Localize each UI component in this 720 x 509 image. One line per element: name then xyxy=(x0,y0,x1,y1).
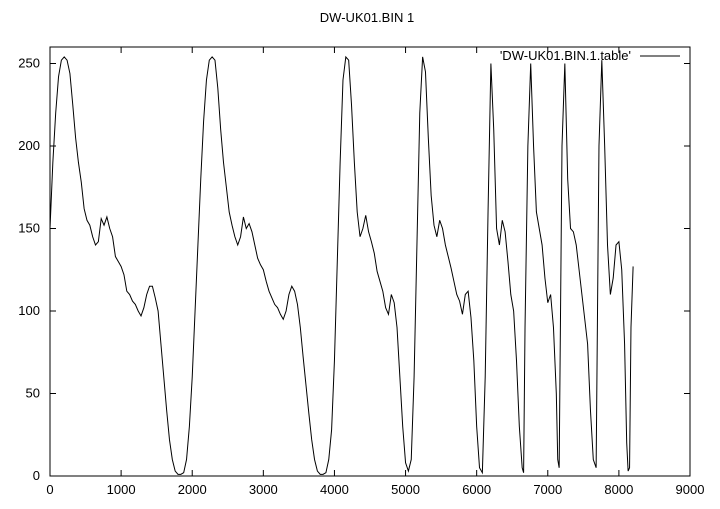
y-tick-label: 50 xyxy=(26,386,40,401)
x-tick-label: 8000 xyxy=(604,482,633,497)
y-tick-label: 250 xyxy=(18,56,40,71)
x-tick-label: 2000 xyxy=(178,482,207,497)
series-line-0 xyxy=(49,55,634,475)
x-tick-label: 0 xyxy=(46,482,53,497)
x-tick-label: 6000 xyxy=(462,482,491,497)
x-tick-label: 7000 xyxy=(533,482,562,497)
x-tick-label: 9000 xyxy=(676,482,705,497)
y-tick-label: 200 xyxy=(18,138,40,153)
axes: 0 1000 2000 3000 4000 5000 6000 7000 8000 9000 0 50… xyxy=(18,47,704,497)
series-layer xyxy=(49,55,634,475)
y-tick-label: 100 xyxy=(18,303,40,318)
chart-title: DW-UK01.BIN 1 xyxy=(320,10,414,25)
x-tick-label: 5000 xyxy=(391,482,420,497)
y-tick-label: 150 xyxy=(18,221,40,236)
x-tick-label: 1000 xyxy=(107,482,136,497)
plot-area-frame xyxy=(49,46,691,477)
y-tick-label: 0 xyxy=(33,468,40,483)
x-tick-label: 3000 xyxy=(249,482,278,497)
legend: 'DW-UK01.BIN.1.table' xyxy=(500,48,680,63)
x-tick-label: 4000 xyxy=(320,482,349,497)
legend-label: 'DW-UK01.BIN.1.table' xyxy=(500,48,631,63)
